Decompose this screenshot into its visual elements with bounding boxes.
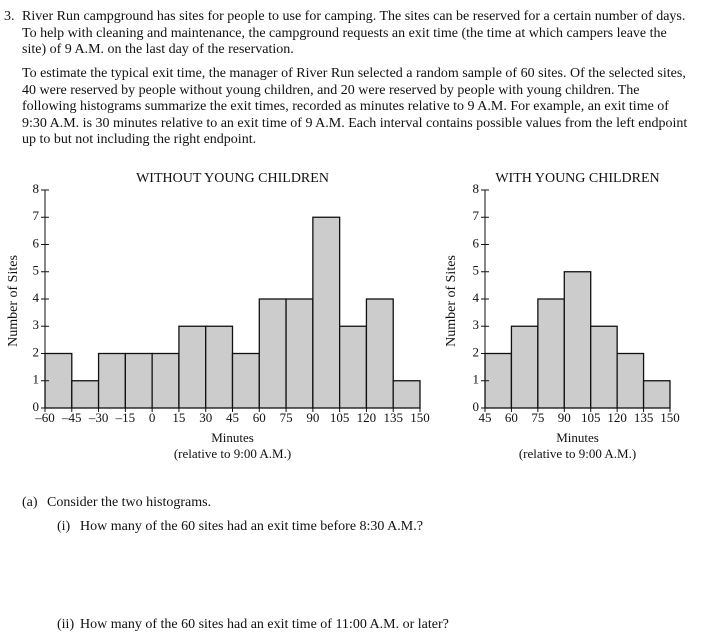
bar <box>151 352 180 409</box>
x-tick-label: 45 <box>226 410 239 425</box>
bar <box>537 298 565 409</box>
item-label: (ii) <box>57 617 75 632</box>
x-tick-label: 30 <box>199 410 212 425</box>
bar <box>312 216 341 409</box>
x-tick-label: 120 <box>607 410 627 425</box>
x-tick-label: 150 <box>660 410 680 425</box>
y-tick-label: 8 <box>33 181 40 196</box>
x-tick-label: 60 <box>253 410 266 425</box>
chart-title: WITHOUT YOUNG CHILDREN <box>136 171 329 186</box>
y-tick-label: 1 <box>33 372 40 387</box>
bar <box>392 380 421 409</box>
x-axis-label: Minutes <box>556 430 599 445</box>
paragraph: To estimate the typical exit time, the m… <box>22 66 688 147</box>
charts: WITHOUT YOUNG CHILDREN Number of Sites Min… <box>6 171 680 461</box>
y-tick-label: 4 <box>33 290 40 305</box>
part-text: Consider the two histograms. <box>47 495 212 510</box>
bar <box>338 325 368 409</box>
x-tick-label: 135 <box>634 410 654 425</box>
y-tick-label: 5 <box>33 263 40 278</box>
y-tick-label: 8 <box>473 181 480 196</box>
x-tick-label: 15 <box>172 410 185 425</box>
x-tick-label: –45 <box>61 410 82 425</box>
y-tick-label: 2 <box>33 344 40 359</box>
x-axis-note: (relative to 9:00 A.M.) <box>519 446 636 461</box>
x-tick-label: 120 <box>357 410 377 425</box>
bar <box>510 325 539 409</box>
bar <box>285 298 314 409</box>
item-label: (i) <box>57 519 71 534</box>
y-tick-label: 1 <box>473 372 480 387</box>
bar <box>365 298 394 409</box>
x-tick-label: 75 <box>280 410 293 425</box>
x-tick-label: 105 <box>330 410 350 425</box>
x-axis-label: Minutes <box>211 430 254 445</box>
x-tick-label: 150 <box>410 410 430 425</box>
bar <box>71 380 100 409</box>
x-tick-label: –60 <box>34 410 55 425</box>
chart-title: WITH YOUNG CHILDREN <box>495 171 659 186</box>
x-tick-label: 105 <box>581 410 601 425</box>
x-tick-label: 45 <box>479 410 492 425</box>
y-tick-label: 7 <box>473 208 480 223</box>
y-tick-label: 6 <box>33 235 40 250</box>
y-tick-label: 0 <box>33 399 40 414</box>
y-tick-label: 6 <box>473 235 480 250</box>
y-tick-label: 2 <box>473 344 480 359</box>
x-tick-label: 135 <box>383 410 403 425</box>
item-text: How many of the 60 sites had an exit tim… <box>80 519 423 534</box>
item-text: How many of the 60 sites had an exit tim… <box>80 617 449 632</box>
x-tick-label: 90 <box>306 410 319 425</box>
x-tick-label: 75 <box>531 410 544 425</box>
bar <box>178 325 207 409</box>
y-tick-label: 5 <box>473 263 480 278</box>
bar <box>44 352 73 409</box>
bar <box>642 380 671 409</box>
y-tick-label: 0 <box>473 399 480 414</box>
x-axis-note: (relative to 9:00 A.M.) <box>174 446 291 461</box>
bar <box>205 325 234 409</box>
x-tick-label: 0 <box>149 410 156 425</box>
x-tick-label: –15 <box>115 410 136 425</box>
y-tick-label: 7 <box>33 208 40 223</box>
bar <box>563 271 592 409</box>
bar <box>231 352 260 409</box>
bar <box>124 352 153 409</box>
paragraph: River Run campground has sites for peopl… <box>22 9 686 57</box>
bar <box>97 352 127 409</box>
bar <box>258 298 287 409</box>
part-label: (a) <box>22 495 38 510</box>
question-number: 3. <box>4 9 15 24</box>
y-tick-label: 3 <box>33 317 40 332</box>
y-axis-label: Number of Sites <box>6 255 21 347</box>
y-tick-label: 4 <box>473 290 480 305</box>
x-tick-label: 90 <box>558 410 571 425</box>
x-tick-label: 60 <box>505 410 518 425</box>
x-tick-label: –30 <box>88 410 109 425</box>
bar <box>616 352 645 409</box>
bar <box>590 325 618 409</box>
y-axis-label: Number of Sites <box>444 255 459 347</box>
y-tick-label: 3 <box>473 317 480 332</box>
